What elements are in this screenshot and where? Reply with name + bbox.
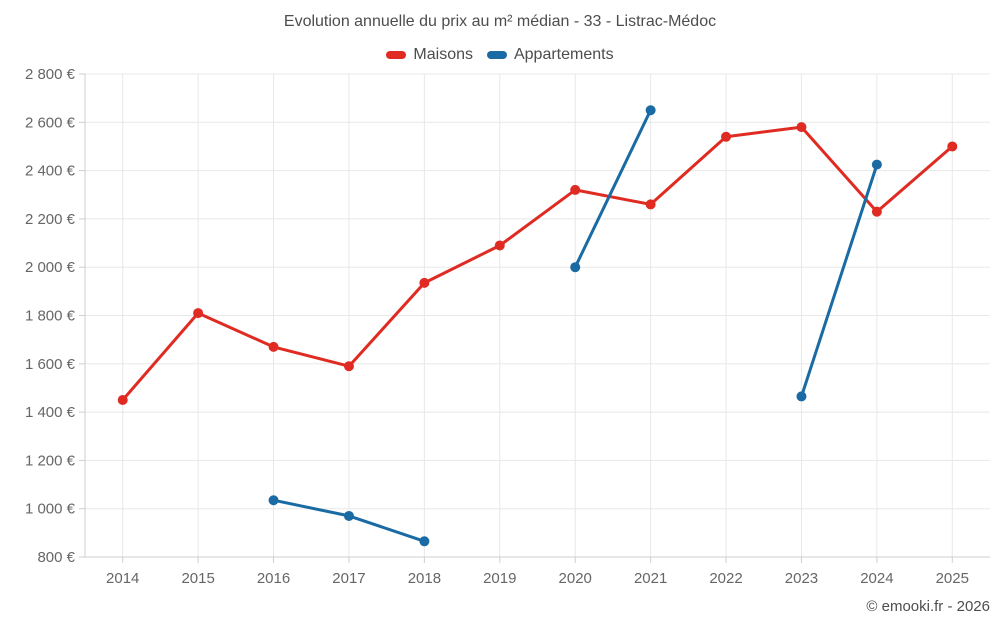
- x-axis-label: 2022: [709, 570, 742, 587]
- chart-title: Evolution annuelle du prix au m² médian …: [283, 13, 717, 30]
- data-point-maisons-2021[interactable]: [645, 199, 656, 210]
- y-axis-label: 2 000 €: [25, 259, 76, 276]
- data-point-maisons-2016[interactable]: [268, 341, 279, 352]
- legend-item-appartements[interactable]: Appartements: [486, 46, 614, 64]
- y-axis-label: 1 000 €: [25, 501, 76, 518]
- copyright-footer: © emooki.fr - 2026: [866, 598, 990, 615]
- y-axis-label: 1 400 €: [25, 404, 76, 421]
- data-point-maisons-2019[interactable]: [494, 240, 505, 251]
- x-axis-label: 2015: [181, 570, 214, 587]
- x-axis-label: 2020: [559, 570, 592, 587]
- x-axis-label: 2016: [257, 570, 290, 587]
- legend-label-maisons: Maisons: [413, 46, 473, 63]
- data-point-maisons-2015[interactable]: [193, 308, 204, 319]
- y-axis-label: 1 800 €: [25, 308, 76, 325]
- x-axis-label: 2021: [634, 570, 667, 587]
- data-point-appartements-2021[interactable]: [645, 105, 656, 116]
- data-point-maisons-2014[interactable]: [117, 395, 128, 406]
- data-point-maisons-2023[interactable]: [796, 122, 807, 133]
- x-axis-label: 2025: [936, 570, 969, 587]
- y-axis-label: 1 600 €: [25, 356, 76, 373]
- y-axis-label: 1 200 €: [25, 452, 76, 469]
- series-line-maisons: [121, 125, 954, 402]
- y-axis-label: 2 400 €: [25, 163, 76, 180]
- data-point-maisons-2024[interactable]: [871, 206, 882, 217]
- y-axis-label: 800 €: [37, 549, 75, 566]
- data-point-appartements-2023[interactable]: [796, 391, 807, 402]
- data-point-appartements-2016[interactable]: [268, 495, 279, 506]
- legend-marker-appartements: [486, 51, 507, 59]
- x-axis-label: 2017: [332, 570, 365, 587]
- data-point-appartements-2017[interactable]: [343, 510, 354, 521]
- legend-item-maisons[interactable]: Maisons: [386, 46, 473, 64]
- data-point-appartements-2020[interactable]: [570, 262, 581, 273]
- legend-label-appartements: Appartements: [513, 46, 614, 63]
- data-point-maisons-2018[interactable]: [419, 277, 430, 288]
- x-axis-label: 2024: [860, 570, 893, 587]
- legend-marker-maisons: [386, 51, 407, 59]
- data-point-maisons-2017[interactable]: [343, 361, 354, 372]
- x-axis-label: 2018: [408, 570, 441, 587]
- data-point-maisons-2022[interactable]: [721, 131, 732, 142]
- data-point-maisons-2025[interactable]: [947, 141, 958, 152]
- data-point-appartements-2018[interactable]: [419, 536, 430, 547]
- y-axis-label: 2 800 €: [25, 66, 76, 83]
- x-axis-label: 2014: [106, 570, 139, 587]
- y-axis-label: 2 600 €: [25, 114, 76, 131]
- data-point-maisons-2020[interactable]: [570, 184, 581, 195]
- y-axis-label: 2 200 €: [25, 211, 76, 228]
- legend: Maisons Appartements: [0, 46, 1000, 64]
- x-axis-label: 2023: [785, 570, 818, 587]
- data-point-appartements-2024[interactable]: [871, 159, 882, 170]
- x-axis-label: 2019: [483, 570, 516, 587]
